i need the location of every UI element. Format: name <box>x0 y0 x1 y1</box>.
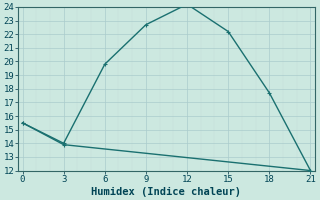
X-axis label: Humidex (Indice chaleur): Humidex (Indice chaleur) <box>92 186 242 197</box>
